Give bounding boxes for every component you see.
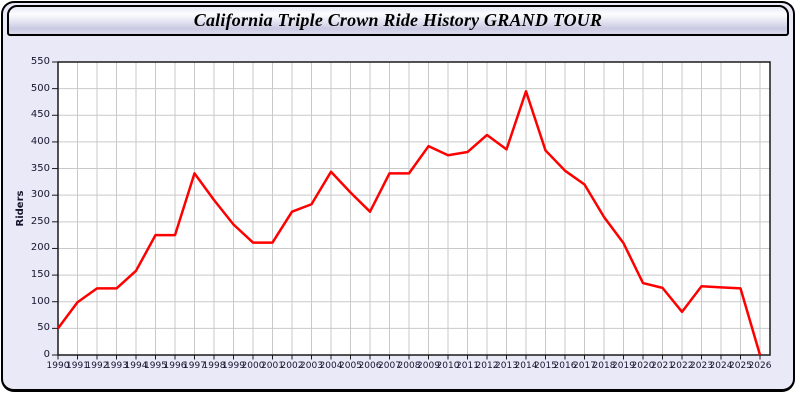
data-line-riders xyxy=(56,90,762,356)
y-tick-label: 250 xyxy=(30,215,50,227)
x-tick-label: 2016 xyxy=(553,361,577,371)
y-tick-label: 0 xyxy=(43,349,50,360)
x-tick-label: 2005 xyxy=(339,361,362,371)
chart-window: California Triple Crown Ride History GRA… xyxy=(1,1,795,392)
y-tick-label: 150 xyxy=(30,269,50,281)
x-tick-label: 2015 xyxy=(534,361,557,371)
x-tick-label: 2025 xyxy=(729,361,752,371)
x-tick-label: 2022 xyxy=(670,361,694,371)
plot-border xyxy=(57,61,771,356)
x-tick-label: 2026 xyxy=(748,361,772,371)
line-chart xyxy=(52,61,771,360)
y-tick-label: 50 xyxy=(37,322,50,334)
x-tick-label: 1991 xyxy=(66,361,89,371)
x-tick-label: 2001 xyxy=(261,361,284,371)
chart-region: Riders 550 500 450 400 350 300 250 200 150 100 50 0… xyxy=(3,3,800,400)
x-tick-label: 1995 xyxy=(144,361,167,371)
x-tick-label: 2020 xyxy=(631,361,655,371)
x-tick-label: 2008 xyxy=(397,361,421,371)
x-tick-label: 2003 xyxy=(300,361,323,371)
x-tick-label: 1993 xyxy=(105,361,128,371)
x-tick-label: 2006 xyxy=(358,361,382,371)
x-tick-label: 2018 xyxy=(592,361,616,371)
title-bar: California Triple Crown Ride History GRA… xyxy=(7,5,789,36)
x-tick-label: 2012 xyxy=(475,361,499,371)
y-tick-label: 500 xyxy=(30,82,50,94)
x-tick-label: 1999 xyxy=(222,361,245,371)
y-tick-label: 200 xyxy=(30,242,50,254)
x-tick-label: 2010 xyxy=(436,361,460,371)
x-tick-label: 2013 xyxy=(495,361,518,371)
x-tick-label: 2019 xyxy=(612,361,635,371)
x-tick-label: 2014 xyxy=(514,361,538,371)
y-tick-label: 400 xyxy=(30,135,50,147)
x-tick-label: 1998 xyxy=(202,361,226,371)
x-tick-label: 1992 xyxy=(85,361,109,371)
x-tick-label: 1997 xyxy=(183,361,206,371)
y-tick-label: 450 xyxy=(30,109,50,121)
x-tick-label: 2009 xyxy=(417,361,440,371)
y-tick-label: 550 xyxy=(30,56,50,67)
plot-area xyxy=(58,62,770,355)
x-tick-label: 2002 xyxy=(280,361,304,371)
x-tick-label: 2023 xyxy=(690,361,713,371)
x-tick-label: 1990 xyxy=(46,361,70,371)
x-tick-label: 2000 xyxy=(241,361,265,371)
y-tick-label: 300 xyxy=(30,189,50,201)
x-tick-label: 2021 xyxy=(651,361,674,371)
y-tick-label: 350 xyxy=(30,162,50,174)
x-tick-label: 2024 xyxy=(709,361,733,371)
y-tick-label: 100 xyxy=(30,295,50,307)
x-tick-label: 2011 xyxy=(456,361,479,371)
x-tick-label: 2017 xyxy=(573,361,596,371)
page-title: California Triple Crown Ride History GRA… xyxy=(193,10,603,30)
y-axis-label: Riders xyxy=(15,190,26,227)
x-tick-label: 1994 xyxy=(124,361,148,371)
x-tick-label: 2004 xyxy=(319,361,343,371)
x-tick-label: 1996 xyxy=(163,361,187,371)
x-tick-label: 2007 xyxy=(378,361,401,371)
